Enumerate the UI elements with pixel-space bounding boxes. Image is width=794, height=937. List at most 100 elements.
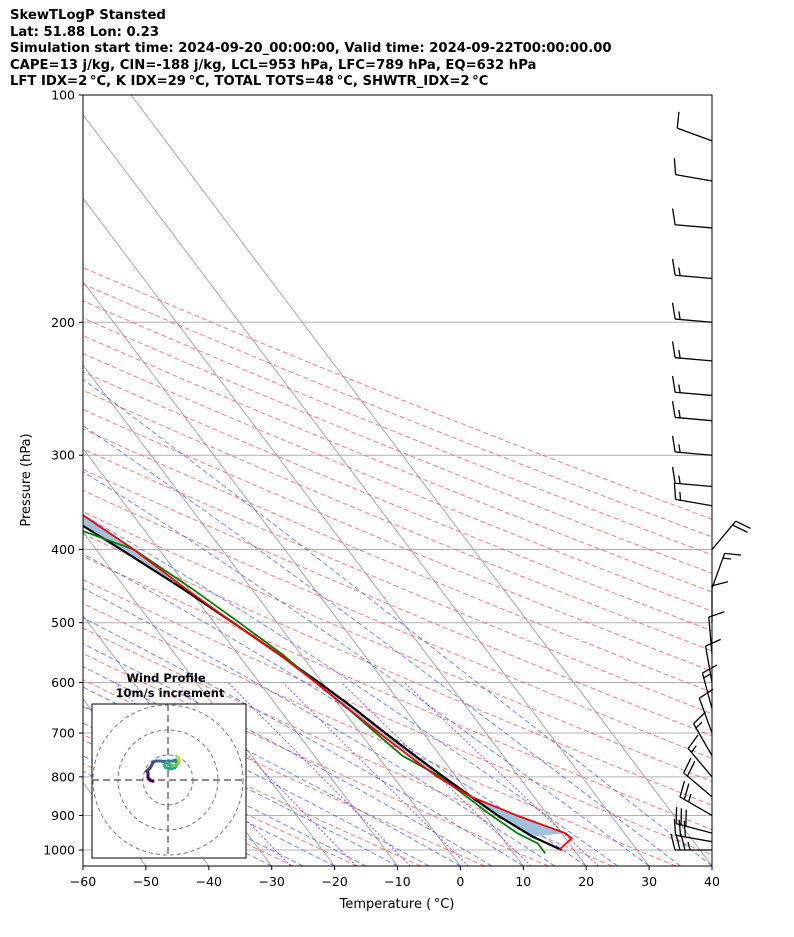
x-tick-label: −40 <box>196 874 222 889</box>
wind-barb-staff <box>679 796 713 817</box>
wind-barb-flag <box>671 466 676 484</box>
isotherm-line <box>0 95 20 866</box>
x-axis-label: Temperature ( °C) <box>339 897 455 912</box>
wind-barb <box>708 611 725 655</box>
y-tick-label: 700 <box>51 726 75 741</box>
x-tick-label: −30 <box>259 874 285 889</box>
wind-barb-flag <box>673 818 677 836</box>
wind-barb <box>671 375 713 397</box>
moist-adiabat-line <box>83 587 556 866</box>
isotherm-line <box>130 95 712 866</box>
isotherm-line <box>83 364 461 866</box>
wind-barb <box>670 833 712 851</box>
wind-barb <box>692 711 713 756</box>
x-tick-label: 30 <box>641 874 657 889</box>
wind-barb-flag <box>678 819 682 837</box>
wind-barb-flag <box>671 435 676 453</box>
isotherm-line <box>83 865 84 866</box>
wind-barb-flag <box>724 552 742 556</box>
wind-barb <box>711 581 729 623</box>
wind-barb <box>671 208 713 229</box>
wind-barb <box>679 780 713 817</box>
mixing-ratio-line <box>282 682 469 866</box>
wind-barb-flag <box>687 734 699 749</box>
hodograph-segment <box>175 754 180 759</box>
wind-barb <box>673 818 713 843</box>
dry-adiabat-line <box>83 408 712 672</box>
wind-barb-staff <box>687 748 713 778</box>
dry-adiabat-line <box>83 389 712 652</box>
wind-barb-flag <box>676 111 680 129</box>
wind-barb-flag <box>705 638 721 647</box>
x-tick-label: −50 <box>133 874 159 889</box>
y-tick-label: 100 <box>51 88 75 103</box>
wind-barb <box>671 466 713 488</box>
dry-adiabat-line <box>83 603 677 866</box>
wind-barb-half-flag <box>678 349 681 359</box>
wind-barb-staff <box>675 224 713 229</box>
wind-barb-staff <box>683 772 713 798</box>
wind-barb <box>673 482 713 507</box>
wind-barb-staff <box>692 723 713 756</box>
wind-barb-flag <box>711 581 729 587</box>
wind-barb-flag <box>671 341 676 358</box>
wind-barb-flag <box>679 780 686 798</box>
wind-barb-staff <box>675 391 713 397</box>
wind-barb-flag <box>671 208 676 225</box>
dry-adiabat-line <box>83 555 712 831</box>
wind-barb-staff <box>704 645 713 683</box>
x-tick-label: 40 <box>704 874 720 889</box>
dry-adiabat-line <box>83 579 712 856</box>
wind-barb <box>704 638 721 683</box>
dry-adiabat-line <box>83 533 712 806</box>
wind-barb-half-flag <box>678 267 681 276</box>
sounding-profiles <box>83 514 573 854</box>
wind-barb-staff <box>701 672 713 709</box>
dry-adiabat-line <box>83 371 712 632</box>
title-indices: LFT IDX=2 °C, K IDX=29 °C, TOTAL TOTS=48… <box>10 74 489 89</box>
wind-barb-staff <box>675 498 713 507</box>
dry-adiabat-line <box>83 653 549 866</box>
wind-barb-staff <box>675 274 713 280</box>
y-tick-label: 500 <box>51 615 75 630</box>
wind-barb <box>675 807 713 834</box>
dry-adiabat-line <box>83 335 712 593</box>
x-tick-label: 0 <box>456 874 464 889</box>
dry-adiabat-line <box>83 428 712 693</box>
wind-barb <box>671 341 713 362</box>
wind-barbs <box>670 111 751 851</box>
wind-barb-staff <box>675 318 713 323</box>
wind-barb-half-flag <box>690 745 697 753</box>
wind-barb-half-flag <box>695 721 703 729</box>
isotherm-line <box>83 280 524 866</box>
y-axis-label: Pressure (hPa) <box>19 433 34 526</box>
wind-barb-half-flag <box>678 311 681 320</box>
wind-barb-half-flag <box>687 793 692 803</box>
wind-barb-half-flag <box>678 384 681 393</box>
wind-barb-staff <box>675 834 713 843</box>
wind-barb <box>671 401 713 422</box>
wind-barb-half-flag <box>703 673 712 679</box>
wind-barb-flag <box>673 158 677 175</box>
hodograph-subtitle: 10m/s increment <box>116 686 225 700</box>
wind-barb <box>687 734 713 778</box>
parcel-profile-line <box>83 524 563 851</box>
chart-title-block: SkewTLogP Stansted Lat: 51.88 Lon: 0.23 … <box>10 8 612 91</box>
title-station: SkewTLogP Stansted <box>10 8 166 23</box>
wind-barb-staff <box>677 127 713 142</box>
wind-barb <box>676 111 713 142</box>
wind-barb-flag <box>683 757 692 774</box>
x-axis-ticks: −60 −50 −40 −30 −20 −10 0 10 20 30 40 <box>70 866 720 889</box>
dry-adiabat-line <box>83 448 712 715</box>
wind-barb <box>698 688 714 734</box>
wind-barb-flag <box>670 833 676 851</box>
hodograph-plot-area <box>92 704 246 858</box>
moist-adiabat-line <box>83 553 587 866</box>
y-tick-label: 600 <box>51 675 75 690</box>
y-tick-label: 400 <box>51 542 75 557</box>
dry-adiabat-line <box>83 267 712 520</box>
wind-barb-staff <box>675 173 713 182</box>
dry-adiabat-line <box>83 352 712 612</box>
